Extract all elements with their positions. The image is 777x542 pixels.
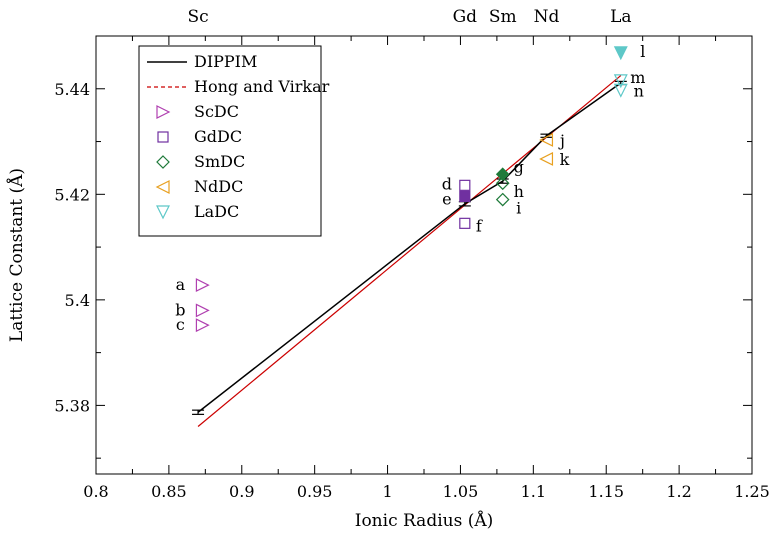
point-label-a: a [176, 275, 186, 294]
legend-symbol-smdc [156, 155, 170, 169]
legend-label: ScDC [194, 102, 239, 121]
gddc-point [459, 190, 471, 203]
x-tick-label: 1.2 [666, 482, 691, 501]
point-label-k: k [560, 150, 570, 169]
gddc-point [459, 217, 471, 229]
point-label-g: g [514, 157, 524, 176]
point-label-b: b [175, 300, 185, 319]
legend-symbol-scdc [156, 105, 171, 119]
x-tick-label: 1 [382, 482, 392, 501]
point-label-e: e [442, 189, 451, 208]
top-label-sc: Sc [187, 7, 208, 27]
legend-label: Hong and Virkar [194, 77, 330, 96]
annotations: abc de f ghi jk lmn [175, 42, 645, 334]
scdc-point [195, 318, 210, 333]
point-label-d: d [442, 174, 452, 193]
scdc-point [195, 303, 210, 318]
point-label-l: l [640, 42, 645, 61]
x-tick-label: 1.15 [588, 482, 624, 501]
legend-label: NdDC [194, 177, 243, 196]
point-label-i: i [516, 199, 521, 218]
x-axis-title: Ionic Radius (Å) [355, 510, 494, 531]
legend-symbol-nddc [155, 180, 170, 194]
point-label-m: m [630, 68, 645, 87]
x-tick-label: 0.9 [229, 482, 254, 501]
ladc-point [613, 83, 628, 98]
x-tick-label: 0.85 [151, 482, 187, 501]
y-axis-title: Lattice Constant (Å) [6, 168, 27, 342]
y-tick-label: 5.4 [65, 291, 90, 310]
legend-label: GdDC [194, 127, 242, 146]
legend-box [138, 45, 322, 237]
top-label-sm: Sm [489, 7, 517, 27]
legend-label: LaDC [194, 202, 239, 221]
x-tick-label: 0.8 [83, 482, 108, 501]
x-tick-label: 1.05 [443, 482, 479, 501]
ladc-point [613, 46, 628, 61]
x-tick-label: 1.1 [521, 482, 546, 501]
y-tick-label: 5.38 [54, 396, 90, 415]
point-label-c: c [176, 315, 185, 334]
smdc-point [495, 176, 510, 191]
legend-label: DIPPIM [194, 52, 257, 71]
y-tick-label: 5.42 [54, 185, 90, 204]
legend: DIPPIM Hong and Virkar ScDC GdDC SmDC NdDC LaD… [138, 45, 330, 237]
scdc-point [195, 278, 210, 293]
point-label-n: n [634, 81, 644, 100]
top-label-nd: Nd [534, 7, 560, 27]
data-points [195, 46, 628, 333]
point-label-h: h [514, 182, 524, 201]
x-tick-label: 0.95 [297, 482, 333, 501]
legend-symbol-ladc [156, 205, 170, 220]
top-label-gd: Gd [453, 7, 478, 27]
gddc-point [459, 179, 471, 191]
nddc-point [539, 151, 554, 166]
legend-label: SmDC [194, 152, 245, 171]
y-tick-label: 5.44 [54, 80, 90, 99]
legend-symbol-gddc [157, 131, 169, 143]
point-label-j: j [558, 131, 565, 150]
axes: 0.8 0.85 0.9 0.95 1 1.05 1.1 1.15 1.2 1.25 5.38 5.4… [6, 7, 770, 531]
point-label-f: f [476, 216, 483, 235]
nddc-point [539, 132, 554, 147]
smdc-point [495, 167, 510, 182]
top-label-la: La [610, 7, 631, 27]
x-tick-label: 1.25 [734, 482, 770, 501]
ladc-point [613, 74, 628, 89]
smdc-point [495, 192, 510, 207]
